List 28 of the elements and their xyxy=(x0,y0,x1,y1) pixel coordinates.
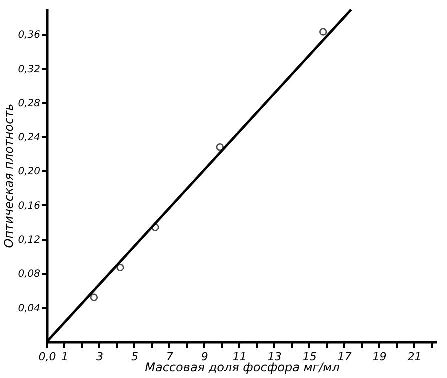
y-tick-label: 0,36 xyxy=(18,30,40,42)
y-tick-label: 0,24 xyxy=(18,132,40,144)
point xyxy=(216,144,224,152)
x-tick-label: 5 xyxy=(131,350,138,364)
x-tick-label: 7 xyxy=(166,350,174,364)
x-tick-label: 19 xyxy=(372,350,387,364)
x-tick-label: 1 xyxy=(61,350,68,364)
y-tick-label: 0,28 xyxy=(18,98,40,110)
y-tick-label: 0,20 xyxy=(18,166,40,178)
x-tick-label: 9 xyxy=(201,350,208,364)
point xyxy=(152,224,160,232)
x-tick-label: 17 xyxy=(338,350,352,364)
y-axis-title: Оптическая плотность xyxy=(2,104,16,248)
point xyxy=(320,28,328,36)
x-tick-label: 0,0 xyxy=(38,350,56,364)
point xyxy=(116,264,124,272)
y-tick-label: 0,04 xyxy=(18,303,40,314)
point xyxy=(90,294,98,302)
x-tick-label: 15 xyxy=(302,350,317,364)
x-tick-label: 21 xyxy=(408,350,422,364)
y-tick-label: 0,16 xyxy=(18,200,40,212)
x-tick-label: 11 xyxy=(232,350,247,364)
y-tick-label: 0,12 xyxy=(18,235,40,246)
x-tick-label: 3 xyxy=(96,350,104,364)
y-tick-label: 0,32 xyxy=(18,64,40,76)
x-axis-title: Массовая доля фосфора мг/мл xyxy=(145,360,340,374)
y-tick-label: 0,08 xyxy=(18,269,40,280)
x-tick-label: 13 xyxy=(268,350,282,364)
